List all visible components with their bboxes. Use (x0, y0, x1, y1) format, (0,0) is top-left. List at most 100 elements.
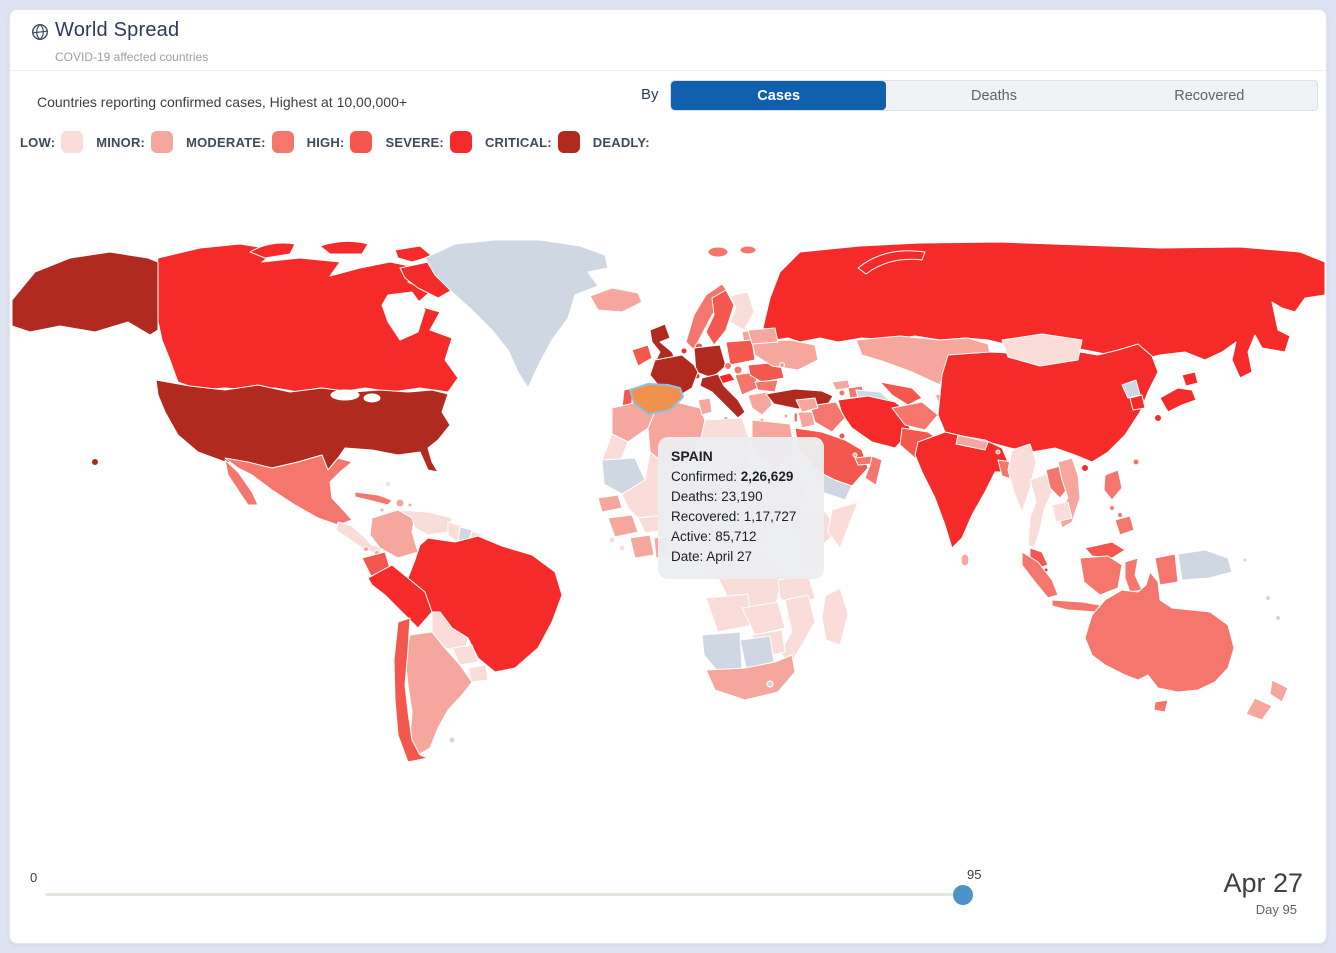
country-italy[interactable] (699, 373, 746, 419)
country-hawaii[interactable] (91, 458, 99, 466)
country-tasmania[interactable] (1153, 699, 1169, 713)
country-indonesia[interactable] (1051, 599, 1101, 613)
country-alaska[interactable] (11, 251, 159, 336)
country-finland[interactable] (729, 291, 755, 331)
country-uruguay[interactable] (467, 664, 489, 683)
country-poland[interactable] (725, 339, 756, 366)
country-japan[interactable] (1181, 371, 1199, 387)
country-hispaniola[interactable] (395, 498, 405, 508)
country-pacific-islands[interactable] (1275, 615, 1281, 621)
country-cambodia[interactable] (1051, 501, 1073, 523)
country-liberia[interactable] (618, 544, 626, 552)
country-philippines[interactable] (1103, 469, 1123, 501)
country-jordan[interactable] (797, 411, 816, 429)
country-mexico[interactable] (224, 454, 353, 526)
country-mexico[interactable] (224, 459, 259, 506)
country-greece[interactable] (747, 391, 773, 416)
country-paraguay[interactable] (451, 644, 479, 666)
country-madagascar[interactable] (821, 587, 849, 646)
country-venezuela[interactable] (397, 509, 453, 536)
country-south-africa[interactable] (705, 654, 796, 701)
country-new-zealand[interactable] (1269, 679, 1289, 703)
country-tunisia[interactable] (697, 397, 713, 416)
country-svalbard[interactable] (707, 246, 729, 258)
country-russia[interactable] (761, 241, 1326, 379)
country-new-zealand[interactable] (1245, 697, 1273, 721)
country-bahamas[interactable] (385, 481, 391, 487)
country-west-papua[interactable] (1154, 553, 1179, 586)
country-hungary[interactable] (733, 365, 743, 375)
country-cuba[interactable] (354, 491, 393, 506)
country-nepal[interactable] (955, 434, 989, 451)
country-israel[interactable] (793, 412, 798, 423)
country-greenland[interactable] (424, 239, 609, 389)
country-taiwan[interactable] (1132, 458, 1140, 466)
country-falkland[interactable] (448, 736, 456, 744)
country-iran[interactable] (837, 395, 911, 449)
country-sweden[interactable] (705, 289, 735, 346)
country-jamaica[interactable] (379, 507, 385, 513)
country-cyprus[interactable] (783, 413, 789, 419)
country-senegal[interactable] (597, 494, 623, 513)
country-bhutan[interactable] (995, 449, 1001, 455)
country-china[interactable] (1081, 464, 1089, 472)
timeline-track[interactable] (45, 893, 963, 896)
country-philippines[interactable] (1109, 505, 1115, 511)
country-philippines[interactable] (1117, 512, 1123, 518)
country-central-america[interactable] (335, 521, 383, 556)
country-thailand[interactable] (1027, 473, 1053, 549)
country-armenia[interactable] (838, 389, 846, 397)
country-lesotho[interactable] (766, 680, 774, 688)
country-indonesia[interactable] (1021, 551, 1059, 599)
country-south-korea[interactable] (1129, 394, 1146, 411)
country-png[interactable] (1177, 549, 1233, 581)
country-canada[interactable] (249, 242, 296, 259)
country-guinea[interactable] (607, 514, 639, 538)
country-indonesia[interactable] (1124, 557, 1143, 593)
country-kuwait[interactable] (838, 432, 846, 440)
country-japan[interactable] (1154, 414, 1162, 422)
country-georgia[interactable] (831, 379, 851, 391)
timeline-handle[interactable] (953, 885, 973, 905)
country-peru[interactable] (367, 564, 433, 629)
country-ukraine[interactable] (751, 339, 819, 371)
country-usa[interactable] (155, 379, 451, 473)
country-somalia[interactable] (827, 501, 859, 549)
country-svalbard[interactable] (739, 245, 757, 255)
country-chile[interactable] (393, 617, 429, 763)
tab-cases[interactable]: Cases (671, 81, 887, 110)
country-puerto-rico[interactable] (407, 502, 413, 508)
country-pacific-islands[interactable] (1242, 557, 1248, 563)
country-myanmar[interactable] (1007, 443, 1037, 513)
tab-deaths[interactable]: Deaths (971, 87, 1017, 104)
country-cote-divoire[interactable] (629, 534, 655, 559)
country-pacific-islands[interactable] (1265, 595, 1271, 601)
tab-recovered[interactable]: Recovered (1174, 87, 1245, 104)
country-sri-lanka[interactable] (960, 553, 970, 567)
country-malaysia[interactable] (1084, 541, 1126, 559)
country-argentina[interactable] (404, 631, 473, 756)
country-syria[interactable] (795, 397, 819, 413)
country-japan[interactable] (1159, 387, 1197, 413)
country-philippines[interactable] (1114, 515, 1135, 536)
country-canada[interactable] (319, 240, 369, 255)
country-ireland[interactable] (631, 344, 653, 367)
country-indonesia[interactable] (1079, 555, 1123, 596)
country-costa-rica[interactable] (363, 546, 369, 552)
country-belarus[interactable] (747, 327, 779, 345)
country-namibia[interactable] (701, 631, 743, 673)
country-russia[interactable] (857, 250, 926, 275)
country-bulgaria[interactable] (754, 379, 779, 393)
country-canada[interactable] (394, 245, 433, 263)
country-mongolia[interactable] (1001, 333, 1083, 367)
country-netherlands[interactable] (680, 347, 688, 355)
country-australia[interactable] (1084, 571, 1235, 693)
country-oman[interactable] (864, 455, 883, 486)
country-zambia[interactable] (741, 601, 786, 636)
country-brazil[interactable] (407, 535, 563, 673)
country-qatar[interactable] (852, 452, 858, 458)
country-mozambique[interactable] (779, 594, 816, 666)
country-czech[interactable] (724, 362, 732, 370)
country-moldova[interactable] (779, 362, 785, 368)
country-sierra-leone[interactable] (608, 536, 616, 544)
